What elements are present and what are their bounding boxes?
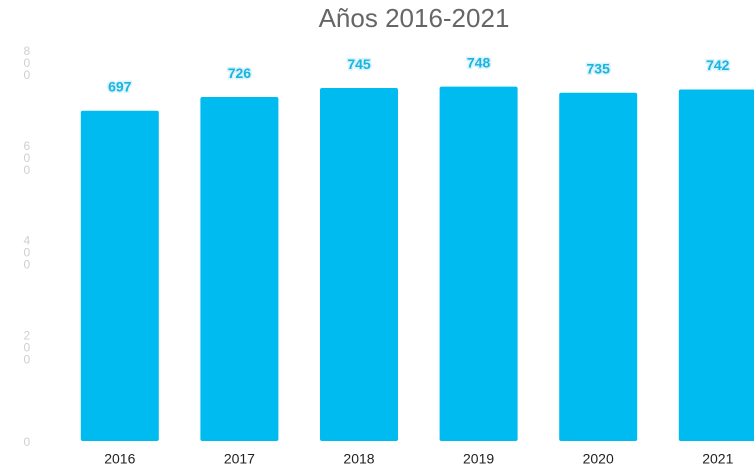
bar <box>559 92 638 441</box>
value-label: 742 <box>706 57 730 73</box>
y-tick-label: 200 <box>20 328 34 364</box>
bar <box>80 110 159 441</box>
bar <box>439 86 518 441</box>
y-tick-label: 400 <box>20 234 34 270</box>
value-label: 726 <box>228 65 252 81</box>
y-tick-label: 0 <box>20 435 34 447</box>
value-label: 748 <box>467 54 491 70</box>
x-tick-label: 2019 <box>463 451 494 466</box>
bar <box>200 97 279 442</box>
x-tick-label: 2016 <box>104 451 135 466</box>
x-tick-label: 2020 <box>583 451 614 466</box>
y-tick-label: 600 <box>20 139 34 175</box>
x-tick-label: 2017 <box>224 451 255 466</box>
bar <box>320 88 398 442</box>
y-tick-label: 800 <box>20 44 34 80</box>
x-tick-label: 2021 <box>702 451 733 466</box>
bar <box>678 89 754 441</box>
x-tick-label: 2018 <box>343 451 374 466</box>
value-label: 697 <box>108 78 132 94</box>
chart-title: Años 2016-2021 <box>319 3 510 33</box>
value-label: 745 <box>347 56 371 72</box>
value-label: 735 <box>587 60 611 76</box>
